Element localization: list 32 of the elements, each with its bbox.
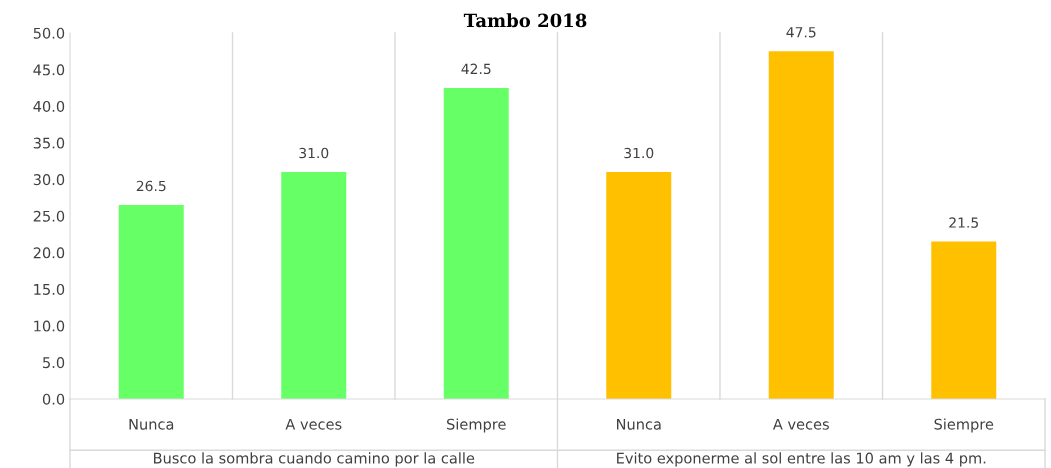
- y-tick-label: 15.0: [34, 283, 65, 295]
- x-tick-label: Nunca: [617, 418, 661, 430]
- y-tick-label: 0.0: [42, 393, 65, 405]
- y-tick-label: 20.0: [33, 247, 65, 259]
- bar: [768, 51, 834, 399]
- bar: [931, 241, 997, 399]
- data-label: 26.5: [136, 180, 166, 192]
- data-label: 21.5: [949, 217, 978, 228]
- text: Busco la sombra cuando camino por la calle: [154, 452, 475, 467]
- data-label: 42.5: [461, 63, 491, 75]
- x-tick-label: A veces: [772, 418, 829, 430]
- y-tick-label: 35.0: [33, 137, 65, 149]
- x-tick-label: Siempre: [934, 418, 994, 433]
- x-tick-label: Nunca: [129, 418, 174, 430]
- chart-title: Tambo 2018: [463, 13, 587, 28]
- y-tick-label: 25.0: [33, 210, 65, 222]
- x-tick-label: Siempre: [447, 418, 506, 433]
- y-tick-label: 45.0: [33, 64, 65, 76]
- y-tick-label: 5.0: [43, 357, 65, 369]
- text: Evito exponerme al sol entre las 10 am y las 4 pm.: [617, 452, 986, 467]
- y-tick-label: 40.0: [33, 100, 65, 112]
- y-tick-label: 50.0: [33, 27, 65, 39]
- data-label: 47.5: [786, 27, 816, 38]
- bar: [443, 87, 509, 399]
- y-tick-label: 10.0: [34, 320, 65, 332]
- y-tick-label: 30.0: [33, 174, 65, 186]
- bar: [281, 172, 347, 399]
- data-label: 31.0: [299, 147, 329, 159]
- data-label: 31.0: [624, 147, 654, 159]
- bar: [118, 205, 184, 399]
- x-tick-label: A veces: [285, 418, 342, 430]
- bar: [606, 172, 672, 399]
